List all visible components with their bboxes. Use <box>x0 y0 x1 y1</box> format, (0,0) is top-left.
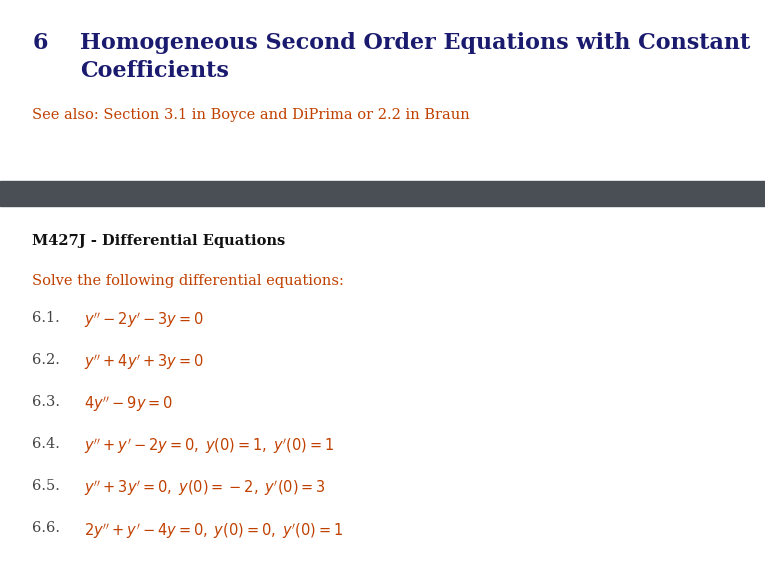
Text: 6.4.: 6.4. <box>32 437 60 451</box>
Text: $2y'' + y' - 4y = 0, \; y(0) = 0, \; y'(0) = 1$: $2y'' + y' - 4y = 0, \; y(0) = 0, \; y'(… <box>84 521 343 541</box>
Text: M427J - Differential Equations: M427J - Differential Equations <box>32 234 285 248</box>
Text: 6.6.: 6.6. <box>32 521 60 535</box>
Text: $y'' + 3y' = 0, \; y(0) = -2, \; y'(0) = 3$: $y'' + 3y' = 0, \; y(0) = -2, \; y'(0) =… <box>84 479 326 499</box>
Text: 6.1.: 6.1. <box>32 311 60 325</box>
Text: See also: Section 3.1 in Boyce and DiPrima or 2.2 in Braun: See also: Section 3.1 in Boyce and DiPri… <box>32 108 470 122</box>
Text: $y'' + 4y' + 3y = 0$: $y'' + 4y' + 3y = 0$ <box>84 353 204 373</box>
Text: Solve the following differential equations:: Solve the following differential equatio… <box>32 274 344 288</box>
Text: 6: 6 <box>32 32 47 54</box>
Text: 6.3.: 6.3. <box>32 395 60 409</box>
Text: Homogeneous Second Order Equations with Constant
Coefficients: Homogeneous Second Order Equations with … <box>80 32 750 82</box>
Text: 6.5.: 6.5. <box>32 479 60 493</box>
Bar <box>0 181 765 206</box>
Text: 6.2.: 6.2. <box>32 353 60 367</box>
Text: $4y'' - 9y = 0$: $4y'' - 9y = 0$ <box>84 395 173 415</box>
Text: $y'' - 2y' - 3y = 0$: $y'' - 2y' - 3y = 0$ <box>84 311 204 331</box>
Text: $y'' + y' - 2y = 0, \; y(0) = 1, \; y'(0) = 1$: $y'' + y' - 2y = 0, \; y(0) = 1, \; y'(0… <box>84 437 334 457</box>
